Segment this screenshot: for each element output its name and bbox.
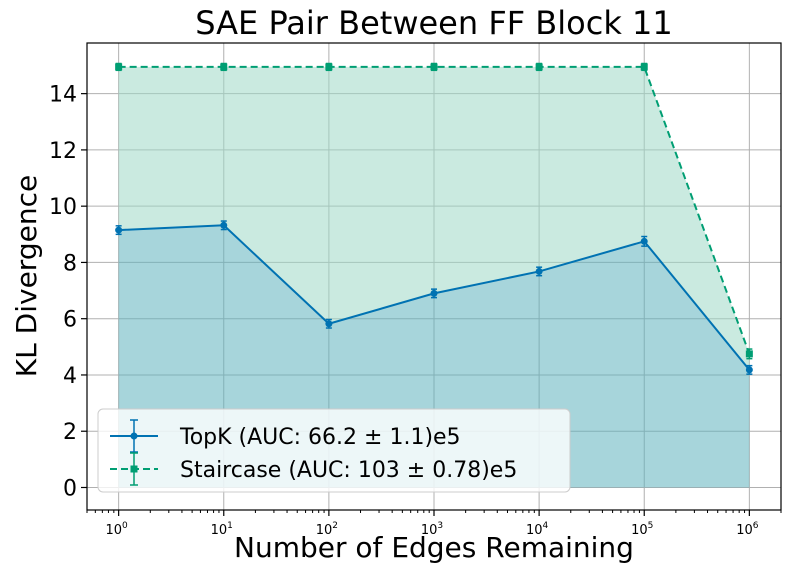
staircase-point: [640, 63, 648, 71]
y-tick-label: 12: [49, 139, 77, 164]
legend-topk-marker: [130, 432, 138, 440]
topk-point: [115, 226, 123, 234]
topk-point: [325, 320, 333, 328]
y-tick-label: 0: [63, 476, 77, 501]
y-tick-label: 14: [49, 83, 77, 108]
y-tick-label: 4: [63, 364, 77, 389]
staircase-point: [115, 63, 123, 71]
series-markers: [115, 62, 753, 375]
x-axis-label: Number of Edges Remaining: [234, 531, 634, 564]
y-tick-label: 6: [63, 308, 77, 333]
chart-title: SAE Pair Between FF Block 11: [195, 4, 672, 42]
topk-point: [745, 366, 753, 374]
x-tick-label: 106: [736, 521, 759, 538]
legend-box: [97, 408, 571, 493]
x-tick-label: 101: [211, 521, 233, 538]
x-ticks: 100 101 102 103 104 105 106: [86, 510, 782, 538]
x-tick-label: 100: [106, 521, 129, 538]
x-tick-label: 102: [316, 521, 338, 538]
x-tick-label: 103: [421, 521, 443, 538]
topk-point: [220, 221, 228, 229]
legend-topk-label: TopK (AUC: 66.2 ± 1.1)e5: [179, 425, 461, 450]
y-tick-label: 2: [63, 420, 77, 445]
staircase-fill-area: [118, 66, 750, 370]
y-tick-label: 10: [49, 195, 77, 220]
staircase-point: [535, 63, 543, 71]
staircase-point: [220, 63, 228, 71]
legend-staircase-marker: [130, 465, 138, 473]
topk-point: [535, 267, 543, 275]
x-tick-label: 105: [631, 521, 653, 538]
y-axis-label: KL Divergence: [10, 175, 43, 377]
legend: TopK (AUC: 66.2 ± 1.1)e5 Staircase (AUC: …: [97, 408, 571, 493]
topk-point: [640, 237, 648, 245]
staircase-point: [430, 63, 438, 71]
y-tick-label: 8: [63, 251, 77, 276]
topk-point: [430, 289, 438, 297]
legend-staircase-label: Staircase (AUC: 103 ± 0.78)e5: [180, 458, 517, 483]
staircase-point: [745, 350, 753, 358]
x-tick-label: 104: [526, 521, 549, 538]
y-ticks: 0 2 4 6 8 10 12 14: [49, 83, 87, 501]
staircase-point: [325, 63, 333, 71]
